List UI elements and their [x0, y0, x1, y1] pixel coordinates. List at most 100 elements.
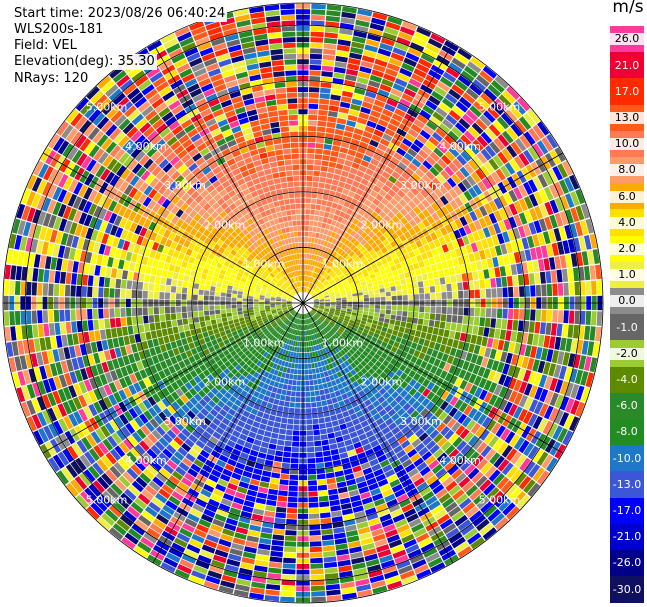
range-gate — [367, 163, 377, 171]
range-gate — [281, 132, 290, 138]
range-gate — [279, 365, 284, 372]
range-gate — [21, 189, 31, 205]
range-gate — [328, 269, 334, 275]
range-gate — [209, 265, 216, 272]
range-gate — [351, 500, 363, 508]
range-gate — [14, 281, 21, 295]
range-gate — [269, 116, 279, 123]
range-gate — [256, 232, 263, 239]
range-gate — [296, 265, 299, 271]
range-gate — [455, 170, 466, 181]
range-gate — [93, 192, 103, 205]
range-gate — [308, 259, 311, 265]
range-gate — [234, 66, 247, 74]
range-gate — [327, 167, 335, 174]
range-gate — [174, 333, 181, 341]
range-gate — [148, 407, 158, 418]
range-gate — [366, 245, 373, 253]
range-gate — [199, 338, 206, 346]
range-gate — [236, 272, 243, 278]
range-gate — [279, 271, 285, 277]
range-gate — [293, 226, 298, 232]
range-gate — [178, 461, 190, 472]
range-gate — [93, 445, 105, 458]
range-gate — [503, 205, 513, 218]
range-gate — [90, 90, 104, 104]
range-gate — [266, 197, 273, 204]
range-gate — [310, 26, 325, 32]
range-gate — [93, 352, 101, 364]
range-gate — [441, 154, 452, 165]
range-gate — [262, 383, 269, 390]
range-gate — [231, 293, 237, 298]
range-gate — [563, 282, 569, 296]
range-gate — [73, 210, 83, 223]
range-gate — [318, 182, 325, 189]
range-gate — [150, 267, 158, 276]
range-gate — [387, 211, 395, 219]
range-gate — [96, 363, 104, 375]
range-gate — [269, 328, 275, 334]
range-gate — [32, 382, 41, 397]
range-gate — [297, 375, 301, 381]
range-gate — [256, 188, 264, 196]
range-gate — [284, 535, 297, 542]
range-gate — [331, 145, 341, 152]
range-gate — [410, 256, 418, 264]
range-gate — [211, 387, 219, 395]
range-gate — [206, 413, 215, 422]
range-gate — [339, 286, 345, 290]
range-gate — [309, 265, 312, 271]
range-gate — [246, 436, 255, 444]
range-gate — [98, 351, 106, 363]
range-gate — [431, 90, 444, 102]
range-gate — [191, 430, 202, 439]
range-gate — [527, 146, 539, 161]
range-gate — [267, 420, 275, 427]
range-gate — [229, 477, 240, 486]
range-gate — [329, 293, 335, 297]
range-gate — [392, 83, 406, 93]
range-gate — [407, 128, 419, 138]
range-gate — [293, 175, 300, 182]
range-gate — [248, 295, 254, 299]
range-gate — [310, 568, 324, 575]
range-gate — [461, 273, 468, 282]
range-gate — [454, 218, 463, 229]
range-gate — [148, 114, 161, 126]
range-gate — [327, 195, 335, 202]
range-gate — [294, 335, 297, 341]
range-gate — [286, 508, 298, 514]
range-gate — [493, 210, 503, 222]
range-gate — [263, 83, 275, 90]
range-gate — [203, 295, 209, 301]
range-gate — [237, 457, 247, 465]
range-gate — [365, 558, 380, 567]
range-gate — [216, 508, 229, 517]
range-gate — [126, 451, 138, 463]
range-gate — [307, 288, 311, 294]
range-gate — [219, 124, 231, 133]
range-gate — [195, 559, 210, 570]
range-gate — [30, 238, 39, 253]
range-gate — [319, 251, 324, 257]
range-gate — [151, 97, 165, 109]
range-gate — [362, 259, 369, 266]
range-gate — [493, 197, 503, 210]
range-gate — [410, 186, 420, 196]
range-gate — [289, 469, 299, 475]
range-gate — [150, 150, 162, 162]
range-gate — [109, 127, 122, 141]
range-gate — [310, 340, 314, 346]
range-gate — [410, 143, 421, 153]
range-gate — [378, 242, 385, 250]
range-gate — [320, 76, 333, 83]
range-gate — [547, 168, 558, 183]
range-gate — [404, 181, 414, 190]
range-gate — [294, 346, 298, 352]
range-gate — [350, 103, 361, 112]
range-gate — [259, 237, 266, 244]
range-gate — [65, 272, 72, 285]
range-gate — [249, 449, 259, 457]
range-gate — [246, 225, 253, 233]
